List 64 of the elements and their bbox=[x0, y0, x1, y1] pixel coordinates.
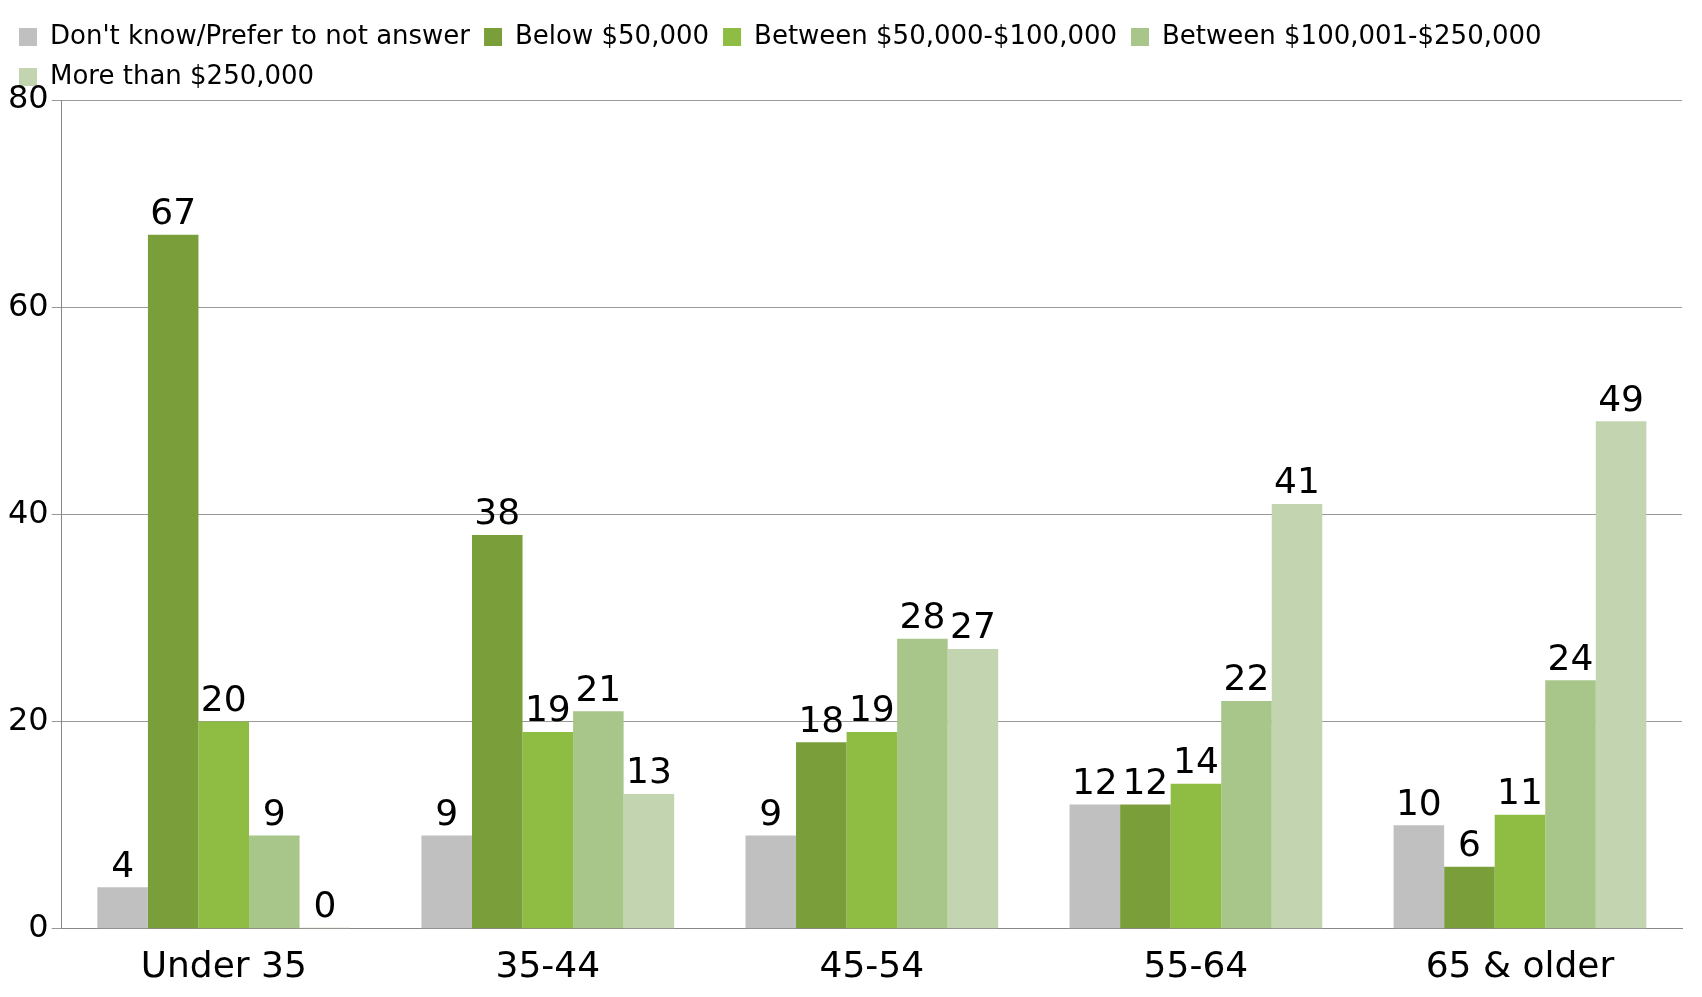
data-label: 11 bbox=[1497, 771, 1543, 813]
data-label: 18 bbox=[798, 698, 845, 740]
data-label: 41 bbox=[1274, 460, 1320, 502]
data-label: 38 bbox=[474, 491, 521, 533]
y-tick-label: 0 bbox=[28, 907, 49, 946]
y-tick-label: 80 bbox=[8, 78, 49, 117]
data-label: 67 bbox=[150, 191, 197, 233]
data-label: 27 bbox=[950, 605, 996, 647]
data-label: 28 bbox=[899, 595, 946, 637]
bar bbox=[1393, 825, 1445, 929]
data-label: 0 bbox=[313, 884, 337, 926]
data-label: 49 bbox=[1598, 377, 1644, 419]
x-tick-label: 45-54 bbox=[819, 943, 925, 985]
bar bbox=[897, 638, 948, 929]
data-label: 22 bbox=[1223, 657, 1270, 699]
bar bbox=[573, 711, 624, 929]
bar bbox=[1170, 783, 1222, 929]
y-tick-label: 60 bbox=[8, 285, 49, 324]
bar bbox=[1120, 804, 1171, 929]
bar bbox=[147, 234, 199, 929]
data-label: 10 bbox=[1395, 781, 1442, 823]
bar bbox=[421, 835, 472, 929]
data-label: 24 bbox=[1547, 636, 1594, 678]
data-label: 12 bbox=[1071, 760, 1118, 802]
data-label: 4 bbox=[111, 843, 135, 885]
bar bbox=[1444, 866, 1495, 929]
data-label: 21 bbox=[575, 667, 622, 709]
bar bbox=[1271, 504, 1323, 929]
bar bbox=[745, 835, 797, 929]
legend-label: Below $50,000 bbox=[515, 19, 710, 50]
x-tick-label: 65 & older bbox=[1425, 943, 1615, 985]
y-tick-label: 20 bbox=[8, 699, 49, 738]
bar bbox=[1595, 421, 1647, 929]
bar bbox=[1545, 680, 1596, 929]
data-label: 19 bbox=[848, 688, 895, 730]
legend-label: Between $50,000-$100,000 bbox=[754, 19, 1118, 50]
y-tick-label: 40 bbox=[8, 492, 49, 531]
bar bbox=[796, 742, 847, 929]
data-label: 9 bbox=[759, 791, 783, 833]
data-label: 12 bbox=[1122, 760, 1169, 802]
bar bbox=[623, 794, 675, 929]
bar bbox=[97, 887, 148, 929]
bar bbox=[249, 835, 300, 929]
legend-label: Don't know/Prefer to not answer bbox=[50, 19, 471, 50]
bar bbox=[522, 731, 574, 929]
bar bbox=[846, 731, 898, 929]
x-tick-label: Under 35 bbox=[140, 943, 307, 985]
data-label: 19 bbox=[524, 688, 571, 730]
bar bbox=[947, 649, 999, 929]
bar bbox=[198, 721, 250, 929]
legend-label: Between $100,001-$250,000 bbox=[1162, 19, 1542, 50]
bar bbox=[1069, 804, 1121, 929]
data-label: 6 bbox=[1457, 823, 1481, 864]
data-label: 14 bbox=[1173, 740, 1219, 782]
bar bbox=[1221, 700, 1272, 929]
data-label: 13 bbox=[626, 750, 672, 792]
bar bbox=[1494, 814, 1546, 929]
data-label: 9 bbox=[435, 791, 459, 833]
x-tick-label: 35-44 bbox=[495, 943, 601, 985]
data-label: 9 bbox=[262, 791, 286, 833]
legend-label: More than $250,000 bbox=[50, 59, 315, 90]
bar bbox=[471, 535, 523, 929]
data-label: 20 bbox=[200, 677, 247, 719]
x-tick-label: 55-64 bbox=[1143, 943, 1249, 985]
